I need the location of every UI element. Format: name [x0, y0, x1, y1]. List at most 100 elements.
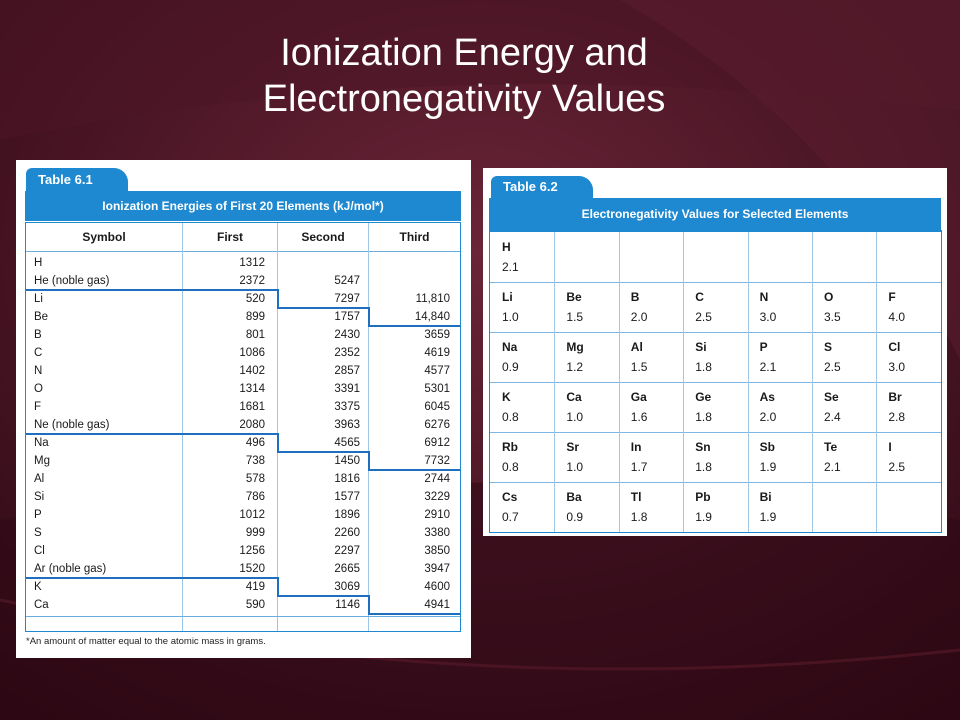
second-ionization-energy: 3391 — [334, 383, 360, 395]
electronegativity-value: 3.5 — [824, 310, 841, 324]
element-cell: B 2.0 — [619, 282, 683, 332]
element-cell: Sb 1.9 — [748, 432, 812, 482]
element-symbol: Ga — [630, 390, 647, 404]
step-riser — [277, 577, 279, 596]
third-ionization-energy: 2744 — [424, 473, 450, 485]
electronegativity-value: 2.1 — [502, 260, 519, 274]
electronegativity-value: 1.6 — [630, 410, 648, 424]
element-cell: Ga 1.6 — [619, 382, 683, 432]
second-ionization-energy: 2352 — [334, 347, 360, 359]
electronegativity-value: 0.8 — [502, 460, 519, 474]
element-cell: Bi 1.9 — [748, 482, 812, 532]
element-symbol: B — [34, 329, 42, 341]
first-ionization-energy: 2372 — [239, 275, 265, 287]
third-ionization-energy: 7732 — [424, 455, 450, 467]
second-ionization-energy: 1757 — [334, 311, 360, 323]
column-divider — [619, 232, 620, 532]
electronegativity-value: 0.9 — [502, 360, 519, 374]
element-symbol: P — [34, 509, 42, 521]
first-ionization-energy: 2080 — [239, 419, 265, 431]
element-cell: F 4.0 — [876, 282, 940, 332]
first-ionization-energy: 738 — [245, 455, 265, 467]
first-ionization-energy: 1314 — [239, 383, 265, 395]
third-ionization-energy: 11,810 — [415, 293, 450, 305]
element-cell: K 0.8 — [490, 382, 554, 432]
third-ionization-energy: 4941 — [424, 599, 450, 611]
second-ionization-energy: 2857 — [334, 365, 360, 377]
second-ionization-energy: 1816 — [334, 473, 360, 485]
electronegativity-value: 0.7 — [502, 510, 519, 524]
row-divider — [490, 332, 941, 333]
second-ionization-energy: 5247 — [334, 275, 360, 287]
second-ionization-energy: 4565 — [334, 437, 360, 449]
element-cell: C 2.5 — [683, 282, 747, 332]
element-symbol: Br — [888, 390, 902, 404]
element-symbol: Na — [502, 340, 518, 354]
electronegativity-value: 1.9 — [759, 460, 777, 474]
header-second: Second — [301, 230, 345, 244]
electronegativity-value: 2.8 — [888, 410, 906, 424]
period-separator — [26, 289, 277, 291]
element-symbol: N — [759, 290, 769, 304]
ionization-energy-grid: Symbol First Second Third H 1312 He (noble… — [25, 222, 461, 632]
element-cell: Te 2.1 — [812, 432, 876, 482]
second-ionization-energy: 2665 — [334, 563, 360, 575]
electronegativity-value: 2.5 — [888, 460, 906, 474]
first-ionization-energy: 496 — [245, 437, 265, 449]
element-cell: Sn 1.8 — [683, 432, 747, 482]
element-symbol: Rb — [502, 440, 518, 454]
element-cell: Na 0.9 — [490, 332, 554, 382]
electronegativity-value: 3.0 — [759, 310, 777, 324]
element-symbol: Te — [824, 440, 838, 454]
electronegativity-value: 1.8 — [695, 460, 712, 474]
header-first: First — [216, 230, 243, 244]
second-ionization-energy: 3963 — [334, 419, 360, 431]
table-6-1-footnote: *An amount of matter equal to the atomic… — [26, 636, 266, 647]
table-bottom-rule — [26, 616, 460, 617]
first-ionization-energy: 1012 — [239, 509, 265, 521]
header-third: Third — [399, 230, 430, 244]
third-ionization-energy: 3380 — [424, 527, 450, 539]
element-symbol: Sr — [566, 440, 580, 454]
electronegativity-value: 1.8 — [695, 410, 712, 424]
element-symbol: Ar (noble gas) — [34, 563, 107, 575]
table-6-2-title: Electronegativity Values for Selected El… — [489, 198, 941, 230]
third-energy-step — [368, 325, 460, 327]
period-separator — [26, 577, 277, 579]
element-symbol: Sb — [759, 440, 775, 454]
step-riser — [368, 451, 370, 470]
column-divider — [876, 232, 877, 532]
electronegativity-value: 1.7 — [630, 460, 648, 474]
header-symbol: Symbol — [82, 230, 126, 244]
third-ionization-energy: 3659 — [424, 329, 450, 341]
third-ionization-energy: 4577 — [424, 365, 450, 377]
element-symbol: P — [759, 340, 768, 354]
row-divider — [490, 282, 941, 283]
third-ionization-energy: 6912 — [424, 437, 450, 449]
second-energy-step — [277, 451, 368, 453]
electronegativity-value: 2.4 — [824, 410, 841, 424]
first-ionization-energy: 520 — [245, 293, 265, 305]
element-symbol: F — [34, 401, 42, 413]
element-symbol: Cl — [888, 340, 901, 354]
second-energy-step — [277, 307, 368, 309]
third-ionization-energy: 4619 — [424, 347, 450, 359]
element-symbol: N — [34, 365, 43, 377]
element-symbol: Ba — [566, 490, 582, 504]
element-cell: Br 2.8 — [876, 382, 940, 432]
second-ionization-energy: 1450 — [334, 455, 360, 467]
column-divider — [368, 223, 369, 631]
element-cell: In 1.7 — [619, 432, 683, 482]
third-ionization-energy: 3850 — [424, 545, 450, 557]
element-symbol: Li — [502, 290, 513, 304]
element-cell: Cl 3.0 — [876, 332, 940, 382]
electronegativity-value: 1.0 — [566, 410, 584, 424]
column-divider — [812, 232, 813, 532]
element-cell: Sr 1.0 — [554, 432, 618, 482]
element-cell: Tl 1.8 — [619, 482, 683, 532]
third-ionization-energy: 6045 — [424, 401, 450, 413]
row-divider — [490, 432, 941, 433]
first-ionization-energy: 1086 — [239, 347, 265, 359]
element-cell: Cs 0.7 — [490, 482, 554, 532]
element-cell: N 3.0 — [748, 282, 812, 332]
